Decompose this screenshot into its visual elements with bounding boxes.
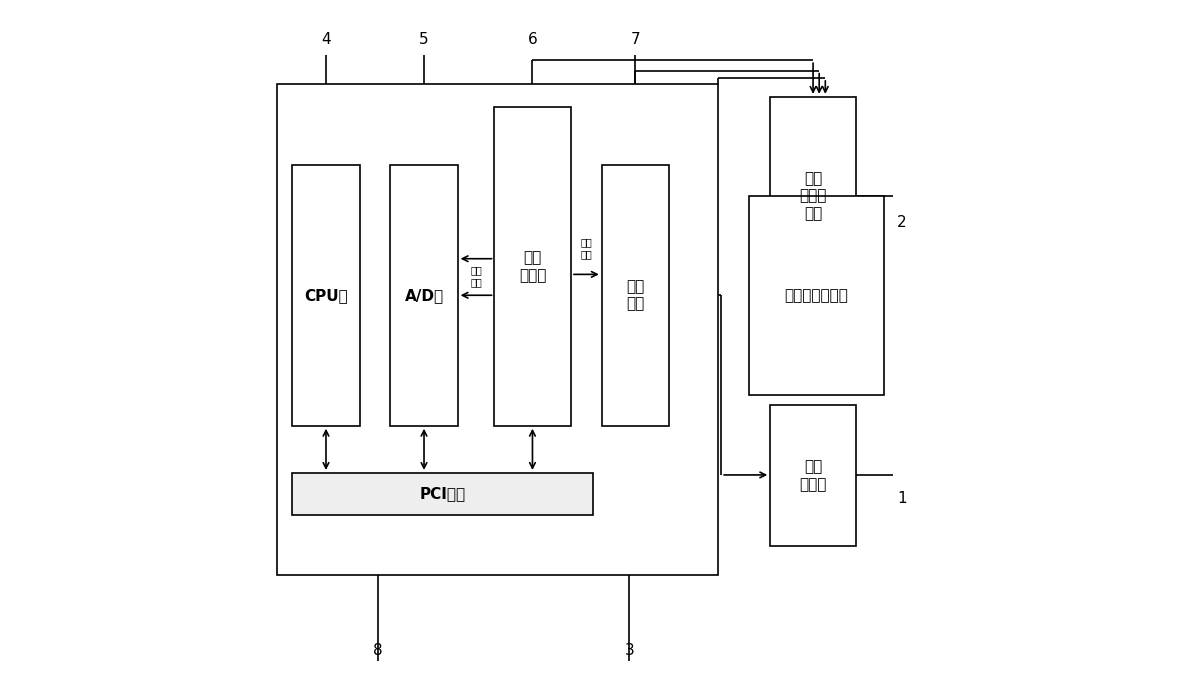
Text: 7: 7 bbox=[630, 32, 640, 47]
Bar bbox=[277, 84, 718, 575]
Text: 8: 8 bbox=[373, 643, 383, 658]
Bar bbox=[293, 165, 360, 426]
Bar bbox=[494, 107, 571, 426]
Text: 6: 6 bbox=[527, 32, 537, 47]
Text: 信号
处理卡: 信号 处理卡 bbox=[519, 250, 546, 283]
Text: 接收
换能器
阵列: 接收 换能器 阵列 bbox=[800, 171, 827, 221]
Text: 发射
电源: 发射 电源 bbox=[626, 279, 645, 311]
Text: 3: 3 bbox=[624, 643, 634, 658]
Text: 5: 5 bbox=[419, 32, 429, 47]
Text: 2: 2 bbox=[897, 215, 907, 229]
Text: 控制
信号: 控制 信号 bbox=[470, 265, 482, 287]
Bar bbox=[770, 97, 856, 295]
Bar bbox=[602, 165, 670, 426]
Bar bbox=[390, 165, 457, 426]
Text: CPU卡: CPU卡 bbox=[305, 288, 348, 303]
Text: PCI总线: PCI总线 bbox=[419, 486, 466, 501]
Bar bbox=[749, 196, 884, 395]
Text: 被测混凝土构件: 被测混凝土构件 bbox=[784, 288, 848, 303]
Text: 触发
信号: 触发 信号 bbox=[581, 238, 592, 259]
Bar bbox=[770, 405, 856, 546]
Text: 发射
换能器: 发射 换能器 bbox=[800, 459, 827, 491]
Text: 1: 1 bbox=[897, 491, 907, 507]
Text: A/D卡: A/D卡 bbox=[404, 288, 443, 303]
Text: 4: 4 bbox=[321, 32, 331, 47]
Bar bbox=[293, 473, 592, 514]
